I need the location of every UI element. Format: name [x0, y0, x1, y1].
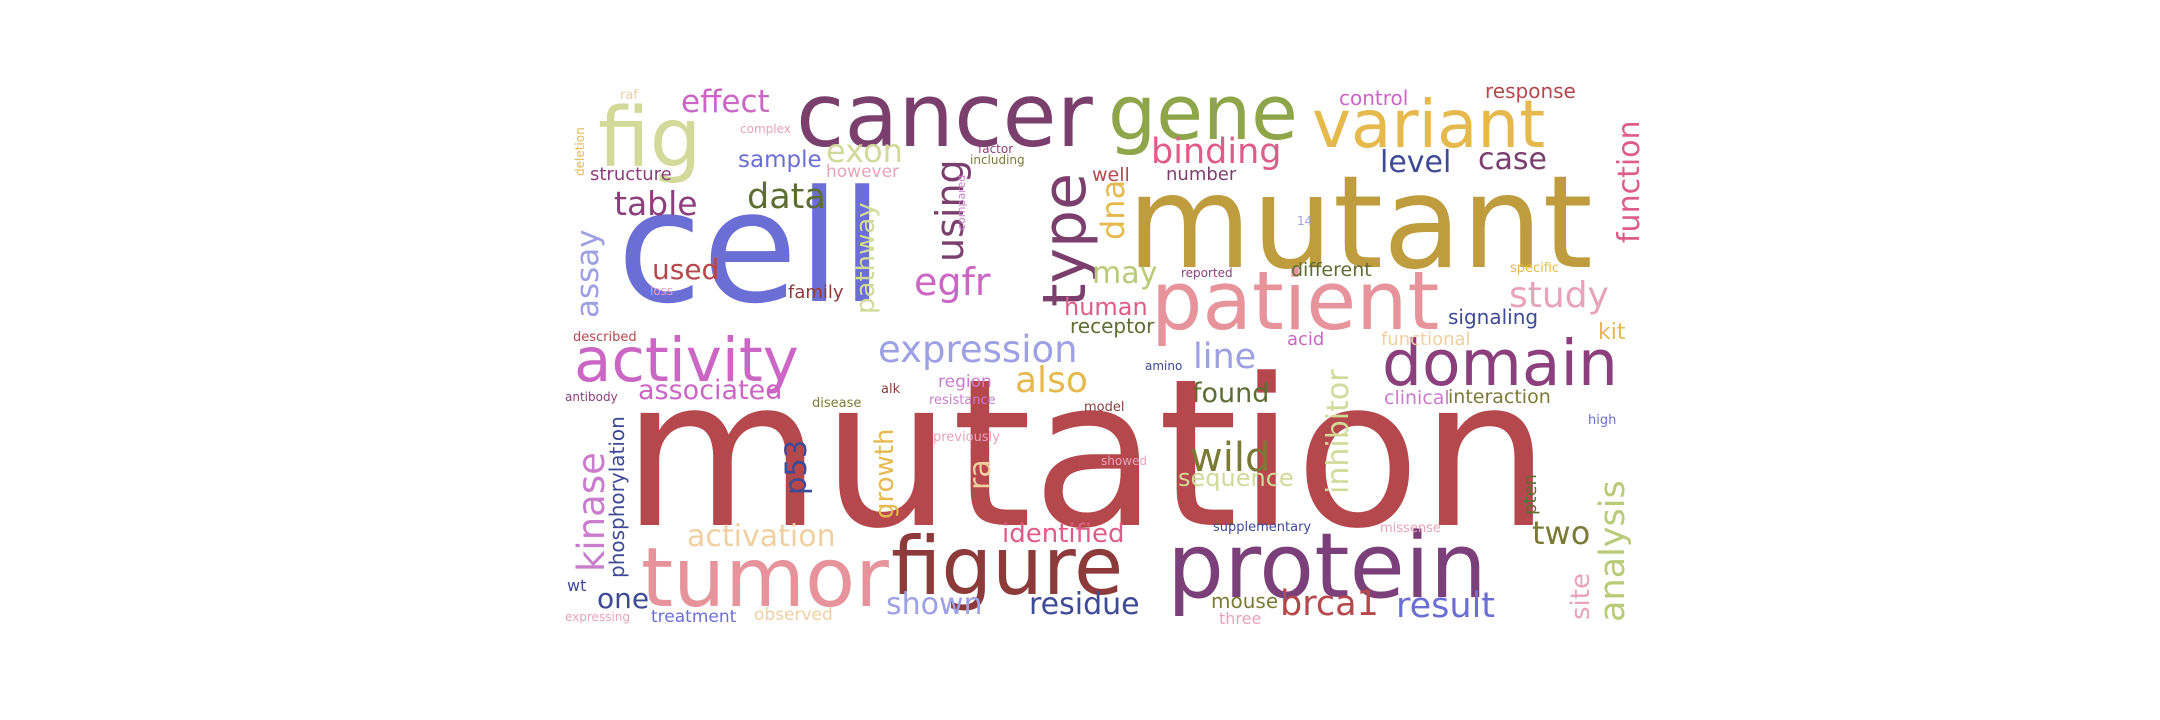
word-sample: sample: [738, 147, 822, 173]
word-interaction: interaction: [1448, 386, 1551, 408]
word-variant: variant: [1312, 86, 1546, 163]
word-used: used: [652, 253, 720, 286]
word-domain: domain: [1382, 327, 1618, 400]
word-supplementary: supplementary: [1213, 520, 1312, 535]
word-function: function: [1612, 120, 1647, 243]
word-patient: patient: [1151, 255, 1440, 349]
word-binding: binding: [1151, 132, 1282, 172]
word-activation: activation: [687, 519, 836, 554]
word-reported: reported: [1181, 266, 1233, 280]
word-expression: expression: [878, 328, 1078, 371]
word-expressing: expressing: [565, 610, 631, 624]
word-growth: growth: [870, 428, 900, 519]
word-p53: p53: [779, 439, 813, 495]
word-missense: missense: [1380, 521, 1441, 536]
word-deletion: deletion: [573, 127, 587, 176]
word-high: high: [1588, 413, 1617, 428]
word-alk: alk: [881, 382, 901, 397]
word-described: described: [573, 330, 637, 345]
word-three: three: [1219, 609, 1262, 628]
word-mouse: mouse: [1211, 589, 1279, 613]
word-number: number: [1166, 164, 1237, 185]
word-region: region: [938, 372, 992, 392]
word-previously: previously: [933, 430, 1000, 445]
word-protein: protein: [1167, 514, 1487, 619]
word-resistance: resistance: [929, 393, 996, 408]
word-compared: compared: [955, 174, 968, 230]
word-type: type: [1030, 172, 1100, 307]
word-effect: effect: [681, 84, 770, 120]
word-loss: loss: [650, 284, 674, 298]
word-analysis: analysis: [1593, 480, 1633, 622]
word-14: 14: [1297, 214, 1313, 228]
word-level: level: [1380, 145, 1452, 180]
word-found: found: [1192, 378, 1270, 409]
word-sequence: sequence: [1178, 464, 1294, 492]
word-activity: activity: [574, 325, 799, 396]
word-residue: residue: [1029, 587, 1140, 622]
word-mutation: mutation: [622, 336, 1551, 574]
word-may: may: [1092, 256, 1158, 291]
word-cell: cell: [617, 157, 884, 338]
word-two: two: [1532, 514, 1591, 552]
word-complex: complex: [740, 122, 791, 136]
word-fig: fig: [598, 91, 702, 186]
word-identified: identified: [1002, 519, 1125, 549]
word-showed: showed: [1101, 454, 1148, 468]
word-gene: gene: [1108, 68, 1298, 157]
word-shown: shown: [886, 587, 983, 622]
word-antibody: antibody: [565, 390, 618, 404]
word-tumor: tumor: [641, 531, 889, 626]
word-study: study: [1509, 275, 1609, 316]
word-line: line: [1193, 337, 1257, 377]
word-specific: specific: [1510, 261, 1560, 276]
word-amino: amino: [1145, 359, 1183, 373]
word-also: also: [1015, 360, 1088, 401]
word-case: case: [1478, 142, 1547, 177]
word-however: however: [826, 162, 900, 182]
word-data: data: [747, 177, 826, 217]
word-well: well: [1092, 164, 1130, 186]
word-cancer: cancer: [796, 64, 1093, 167]
word-disease: disease: [812, 396, 862, 411]
word-assay: assay: [570, 229, 606, 318]
word-figure: figure: [891, 520, 1124, 613]
word-observed: observed: [754, 605, 833, 625]
word-one: one: [597, 582, 650, 615]
word-human: human: [1064, 293, 1148, 321]
word-brca1: brca1: [1280, 584, 1379, 624]
word-wt: wt: [567, 576, 587, 595]
word-associated: associated: [638, 375, 783, 406]
word-including: including: [970, 153, 1025, 167]
word-clinical: clinical: [1384, 387, 1450, 409]
word-exon: exon: [826, 132, 903, 170]
word-egfr: egfr: [914, 260, 991, 304]
word-pten: pten: [1520, 474, 1541, 515]
word-mutant: mutant: [1127, 149, 1593, 298]
word-acid: acid: [1287, 329, 1325, 350]
word-raf: raf: [620, 88, 638, 103]
word-table: table: [614, 184, 698, 223]
word-site: site: [1566, 573, 1596, 620]
word-wild: wild: [1190, 435, 1271, 481]
word-receptor: receptor: [1070, 314, 1155, 338]
word-result: result: [1396, 586, 1496, 626]
word-structure: structure: [590, 164, 672, 185]
word-kit: kit: [1598, 320, 1626, 345]
word-control: control: [1339, 86, 1409, 110]
word-pathway: pathway: [851, 202, 881, 314]
word-ra: ra: [963, 459, 998, 490]
word-functional: functional: [1381, 329, 1471, 350]
word-dna: dna: [1094, 179, 1132, 240]
word-phosphorylation: phosphorylation: [605, 416, 629, 578]
word-inhibitor: inhibitor: [1321, 369, 1356, 494]
word-model: model: [1084, 400, 1125, 415]
word-response: response: [1485, 79, 1576, 103]
word-signaling: signaling: [1448, 305, 1539, 329]
word-family: family: [788, 282, 844, 303]
word-factor: factor: [978, 142, 1014, 156]
word-different: different: [1291, 259, 1372, 281]
word-treatment: treatment: [651, 607, 737, 627]
